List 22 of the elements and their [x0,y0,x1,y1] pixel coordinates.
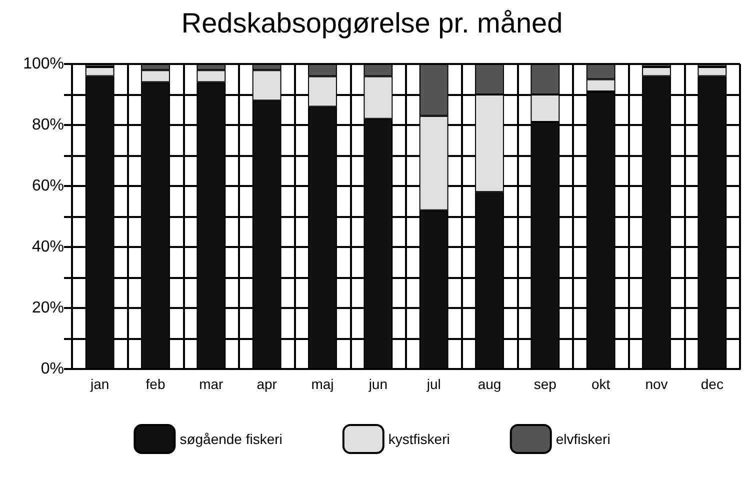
y-tick-label: 40% [32,238,64,256]
legend-label: søgående fiskeri [180,431,282,447]
y-tick-label: 20% [32,300,64,316]
x-tick-label: dec [700,376,724,392]
legend-label: kystfiskeri [388,431,450,447]
x-tick-label: nov [645,376,668,392]
x-tick-label: mar [199,376,224,392]
x-tick-label: apr [256,376,278,392]
x-tick-label: okt [591,376,610,392]
y-tick-label: 100% [23,56,64,72]
y-tick-label: 80% [32,116,64,134]
x-tick-label: sep [534,376,557,392]
x-tick-label: jun [368,376,388,392]
x-tick-label: feb [146,376,166,392]
y-tick-label: 60% [32,178,64,194]
x-tick-label: jan [89,376,110,392]
y-tick-label: 0% [40,360,64,378]
legend-label: elvfiskeri [556,431,610,447]
chart-title: Redskabsopgørelse pr. måned [181,8,563,38]
x-tick-label: jul [426,376,441,392]
x-tick-label: aug [478,376,502,392]
x-tick-label: maj [311,376,334,392]
